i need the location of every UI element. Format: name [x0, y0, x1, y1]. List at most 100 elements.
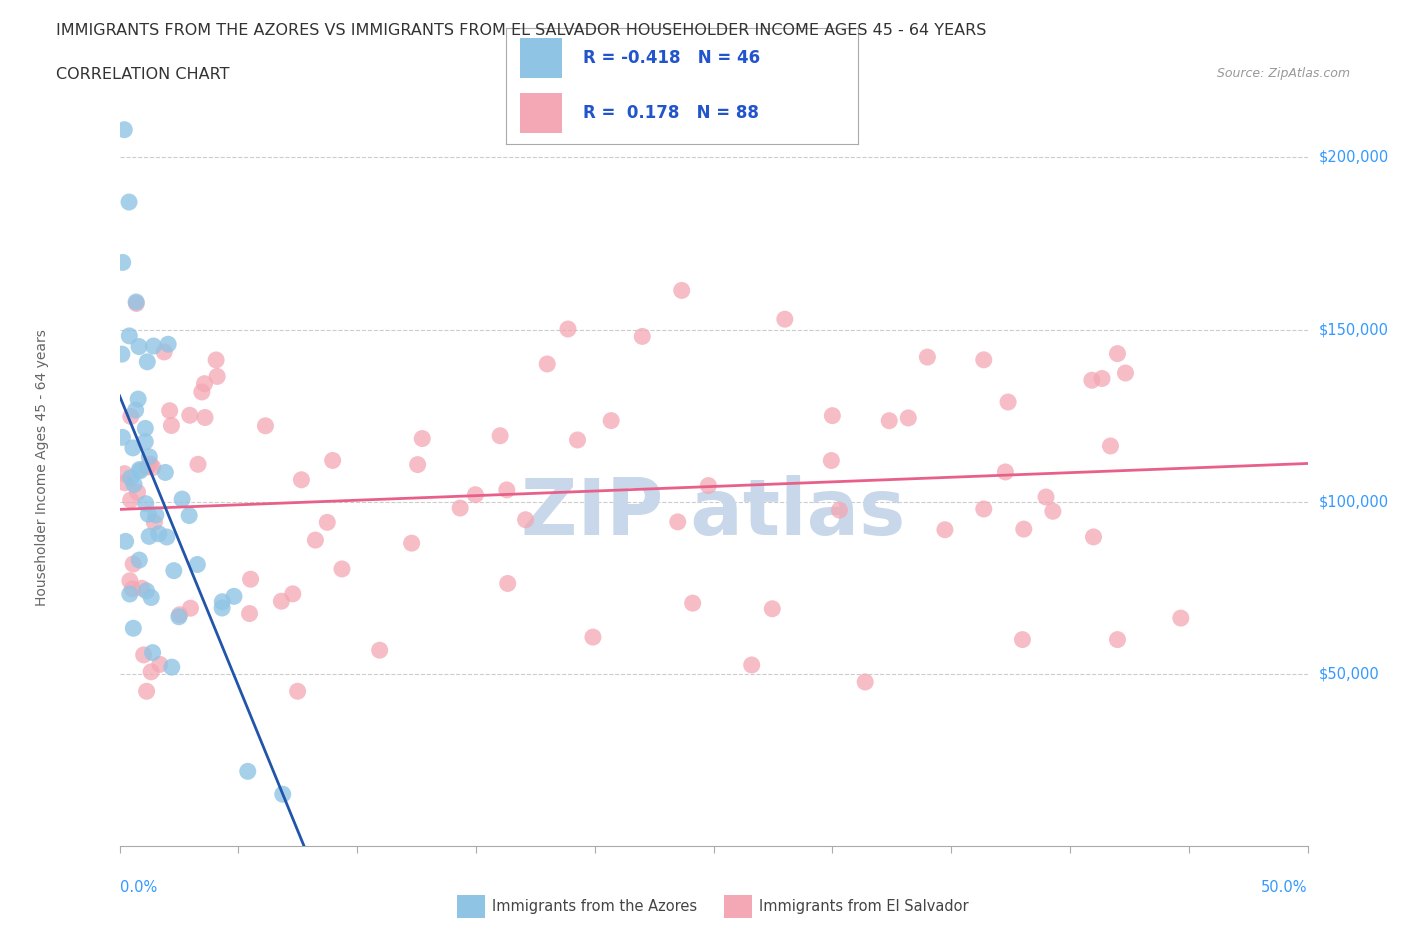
Point [897, 410, 920, 425]
Text: 50.0%: 50.0% [1261, 881, 1308, 896]
Point [111, 255, 134, 270]
Point [138, 449, 160, 464]
Point [406, 458, 429, 472]
Point [934, 523, 956, 538]
Point [1107, 346, 1129, 361]
Point [401, 536, 423, 551]
Point [697, 478, 720, 493]
Point [135, 684, 157, 698]
Point [160, 659, 183, 674]
Point [773, 312, 796, 326]
Point [1099, 439, 1122, 454]
Text: Immigrants from the Azores: Immigrants from the Azores [492, 899, 697, 914]
Text: 0.0%: 0.0% [120, 881, 156, 896]
Point [132, 647, 155, 662]
Point [179, 601, 201, 616]
Text: $150,000: $150,000 [1319, 322, 1389, 337]
Point [666, 514, 689, 529]
Point [194, 410, 217, 425]
Point [853, 674, 876, 689]
Text: Immigrants from El Salvador: Immigrants from El Salvador [759, 899, 969, 914]
Point [124, 403, 146, 418]
Text: R =  0.178   N = 88: R = 0.178 N = 88 [583, 104, 759, 122]
Point [122, 556, 145, 571]
Point [114, 475, 136, 490]
Point [1042, 504, 1064, 519]
Bar [520, 93, 562, 133]
Point [118, 328, 141, 343]
Point [877, 413, 900, 428]
Point [496, 576, 519, 591]
Point [600, 413, 623, 428]
Point [141, 590, 163, 604]
Point [135, 497, 157, 512]
Point [112, 466, 135, 481]
Point [131, 581, 153, 596]
Point [671, 283, 693, 298]
Point [1011, 632, 1033, 647]
Point [114, 534, 136, 549]
Point [411, 432, 433, 446]
Point [536, 356, 558, 371]
Point [135, 583, 157, 598]
Text: Source: ZipAtlas.com: Source: ZipAtlas.com [1216, 67, 1350, 80]
Point [134, 421, 156, 436]
Point [187, 457, 209, 472]
Point [270, 593, 292, 608]
Point [127, 392, 149, 406]
Point [128, 339, 150, 354]
Point [489, 429, 512, 444]
Point [163, 564, 186, 578]
Text: CORRELATION CHART: CORRELATION CHART [56, 67, 229, 82]
Point [169, 607, 191, 622]
Point [129, 463, 152, 478]
Point [159, 404, 181, 418]
Point [211, 601, 233, 616]
Point [191, 384, 214, 399]
Point [122, 441, 145, 456]
Point [125, 296, 148, 311]
Point [155, 465, 177, 480]
Point [1083, 529, 1105, 544]
Point [179, 408, 201, 423]
Point [128, 552, 150, 567]
Point [120, 471, 142, 485]
Point [167, 609, 190, 624]
Point [515, 512, 537, 527]
Text: ZIP atlas: ZIP atlas [522, 475, 905, 551]
Point [582, 630, 605, 644]
Point [997, 394, 1019, 409]
Point [287, 684, 309, 698]
Point [193, 377, 215, 392]
Point [236, 764, 259, 778]
Point [121, 581, 143, 596]
Point [741, 658, 763, 672]
Point [120, 493, 142, 508]
Point [142, 460, 165, 475]
Point [142, 339, 165, 353]
Point [238, 606, 260, 621]
Point [304, 533, 326, 548]
Point [211, 594, 233, 609]
Point [290, 472, 312, 487]
Point [118, 194, 141, 209]
Point [222, 589, 245, 604]
Point [254, 418, 277, 433]
Text: $50,000: $50,000 [1319, 667, 1379, 682]
Point [149, 657, 172, 671]
Point [148, 526, 170, 541]
Point [1035, 489, 1057, 504]
Point [134, 434, 156, 449]
Point [111, 347, 134, 362]
Point [122, 477, 145, 492]
Text: $200,000: $200,000 [1319, 150, 1389, 165]
Point [631, 329, 654, 344]
Point [682, 596, 704, 611]
Point [828, 503, 851, 518]
Point [156, 529, 179, 544]
Point [281, 587, 304, 602]
Point [118, 573, 141, 588]
Point [820, 453, 842, 468]
Point [139, 664, 162, 679]
Point [160, 418, 183, 433]
